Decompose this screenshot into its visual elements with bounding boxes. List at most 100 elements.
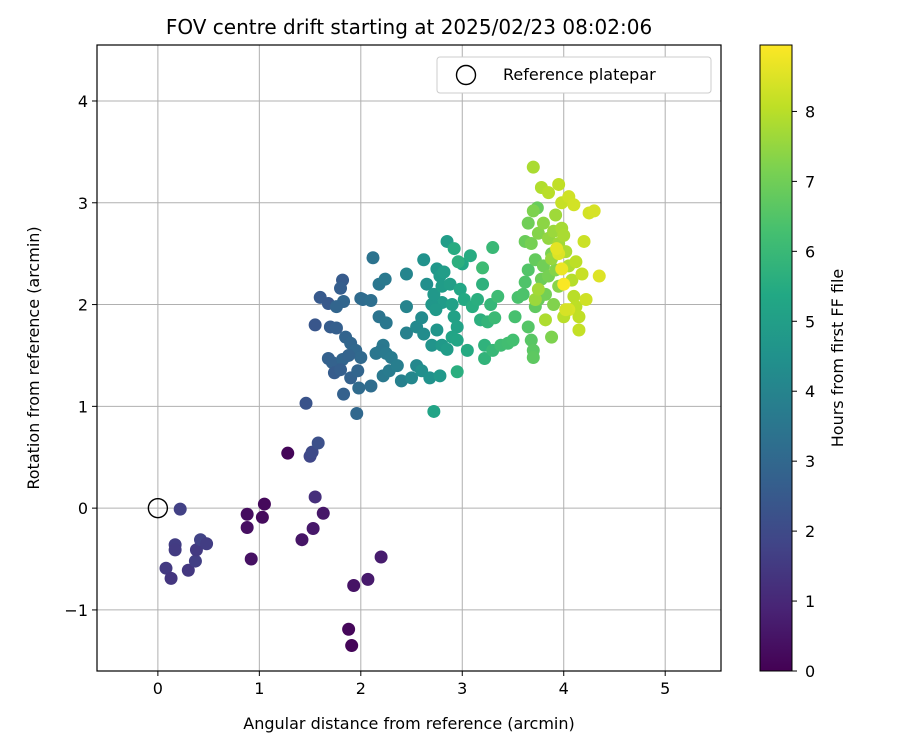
x-axis-label: Angular distance from reference (arcmin) — [243, 714, 574, 733]
data-point — [587, 204, 601, 218]
data-point — [159, 561, 173, 575]
colorbar-tick-label: 4 — [805, 382, 815, 401]
data-point — [181, 563, 195, 577]
data-point — [557, 228, 571, 242]
data-point — [536, 216, 550, 230]
data-point — [168, 543, 182, 557]
data-point — [364, 379, 378, 393]
colorbar-tick-label: 1 — [805, 592, 815, 611]
data-point — [555, 262, 569, 276]
legend-box — [436, 56, 712, 94]
data-point — [316, 506, 330, 520]
x-tick-label: 3 — [457, 679, 467, 698]
data-point — [366, 251, 380, 265]
data-point — [351, 364, 365, 378]
data-point — [451, 255, 465, 269]
data-point — [350, 406, 364, 420]
data-point — [516, 287, 530, 301]
data-point — [281, 446, 295, 460]
data-point — [569, 255, 583, 269]
data-point — [443, 277, 457, 291]
data-point — [577, 234, 591, 248]
data-point — [460, 343, 474, 357]
data-point — [430, 323, 444, 337]
data-point — [447, 310, 461, 324]
data-point — [550, 242, 564, 256]
data-point — [506, 333, 520, 347]
colorbar-label: Hours from first FF file — [828, 269, 847, 448]
data-point — [524, 236, 538, 250]
data-point — [572, 323, 586, 337]
data-point — [445, 298, 459, 312]
data-point — [311, 436, 325, 450]
data-point — [450, 365, 464, 379]
data-point — [299, 396, 313, 410]
colorbar-tick-label: 3 — [805, 452, 815, 471]
data-point — [521, 263, 535, 277]
data-point — [306, 521, 320, 535]
data-point — [528, 292, 542, 306]
data-point — [567, 289, 581, 303]
data-point — [399, 267, 413, 281]
data-point — [244, 552, 258, 566]
colorbar-tick-label: 0 — [805, 662, 815, 681]
data-point — [429, 303, 443, 317]
y-tick-label: 3 — [78, 194, 88, 213]
data-point — [329, 300, 343, 314]
colorbar-tick-label: 8 — [805, 102, 815, 121]
data-point — [559, 303, 573, 317]
colorbar-tick-label: 5 — [805, 312, 815, 331]
x-tick-label: 2 — [356, 679, 366, 698]
y-tick-label: 0 — [78, 499, 88, 518]
data-point — [463, 249, 477, 263]
scatter-series — [159, 160, 606, 653]
x-tick-label: 4 — [559, 679, 569, 698]
data-point — [447, 242, 461, 256]
y-tick-label: 2 — [78, 296, 88, 315]
data-point — [545, 330, 559, 344]
y-tick-label: 1 — [78, 397, 88, 416]
data-point — [476, 261, 490, 275]
data-point — [549, 208, 563, 222]
data-point — [305, 445, 319, 459]
data-point — [526, 350, 540, 364]
data-point — [531, 226, 545, 240]
data-point — [579, 292, 593, 306]
data-point — [521, 216, 535, 230]
legend-label: Reference platepar — [503, 65, 656, 84]
data-point — [379, 316, 393, 330]
y-axis-ticks: −1 0 1 2 3 4 — [64, 92, 97, 620]
data-point — [476, 277, 490, 291]
data-point — [354, 350, 368, 364]
data-point — [378, 272, 392, 286]
reference-platepar-marker — [147, 497, 169, 519]
data-point — [437, 265, 451, 279]
data-point — [552, 177, 566, 191]
data-point — [450, 320, 464, 334]
data-point — [518, 275, 532, 289]
gridlines — [97, 45, 721, 671]
data-point — [390, 359, 404, 373]
colorbar-tick-label: 2 — [805, 522, 815, 541]
data-point — [415, 311, 429, 325]
data-point — [427, 404, 441, 418]
data-point — [524, 333, 538, 347]
data-point — [240, 507, 254, 521]
data-point — [200, 537, 214, 551]
data-point — [478, 352, 492, 366]
data-point — [470, 292, 484, 306]
plot-frame — [96, 44, 722, 672]
data-point — [557, 277, 571, 291]
data-point — [189, 543, 203, 557]
y-tick-label: −1 — [64, 601, 88, 620]
colorbar: 0 1 2 3 4 5 6 7 8 Hours from first FF file — [759, 44, 847, 681]
data-point — [399, 326, 413, 340]
data-point — [399, 300, 413, 314]
chart-title: FOV centre drift starting at 2025/02/23 … — [166, 15, 652, 39]
colorbar-ticks: 0 1 2 3 4 5 6 7 8 — [792, 102, 815, 681]
data-point — [334, 281, 348, 295]
data-point — [526, 204, 540, 218]
data-point — [345, 639, 359, 653]
data-point — [347, 578, 361, 592]
